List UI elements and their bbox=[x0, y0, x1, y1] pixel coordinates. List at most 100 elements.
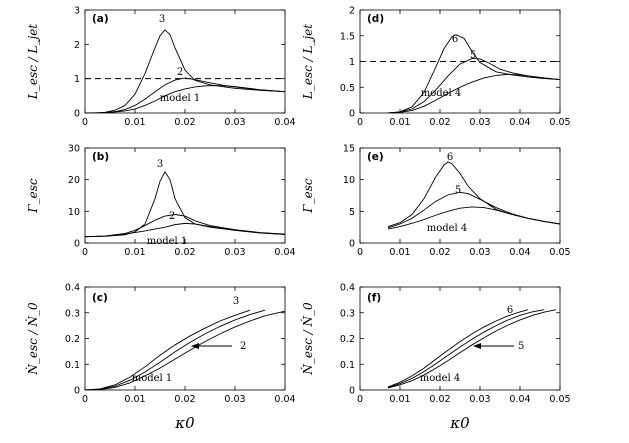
y-axis-label: L_esc / L_jet bbox=[26, 24, 40, 100]
axes-frame bbox=[84, 147, 286, 244]
curve-label-low: model 4 bbox=[421, 88, 462, 99]
x-tick-label: 0.01 bbox=[124, 394, 145, 405]
y-tick-label: 0 bbox=[74, 109, 80, 120]
x-tick-label: 0.04 bbox=[274, 247, 295, 258]
series-line-2 bbox=[85, 214, 285, 238]
y-tick-label: 0 bbox=[74, 386, 80, 397]
x-tick-label: 0.04 bbox=[274, 117, 295, 128]
y-tick-label: 1.5 bbox=[340, 31, 355, 42]
x-tick-label: 0 bbox=[357, 117, 363, 128]
series-line-2 bbox=[85, 309, 266, 390]
y-tick-label: 0 bbox=[349, 386, 355, 397]
x-tick-label: 0 bbox=[357, 247, 363, 258]
x-tick-label: 0.05 bbox=[549, 117, 570, 128]
y-tick-label: 0.3 bbox=[340, 308, 355, 319]
curve-label-low: model 1 bbox=[147, 236, 188, 247]
y-tick-label: 0 bbox=[349, 109, 355, 120]
x-axis-label: κ0 bbox=[174, 414, 195, 432]
series-line-6 bbox=[387, 34, 560, 113]
x-tick-label: 0 bbox=[357, 394, 363, 405]
x-tick-label: 0.03 bbox=[469, 247, 490, 258]
y-axis-label: Ṅ_esc / Ṅ_0 bbox=[24, 302, 40, 376]
curve-label-top: 3 bbox=[159, 14, 165, 25]
series-line-model-4 bbox=[387, 73, 560, 113]
series-line-6 bbox=[387, 309, 529, 388]
y-tick-label: 0.2 bbox=[340, 334, 355, 345]
panel-b: 0 0.01 0.02 0.03 0.04 0 10 20 30 (b) 3 2 model 1 Γ_es… bbox=[26, 144, 296, 259]
y-tick-label: 3 bbox=[74, 6, 80, 17]
x-tick-label: 0 bbox=[82, 394, 88, 405]
x-tick-label: 0.05 bbox=[549, 247, 570, 258]
curve-label-top: 3 bbox=[157, 159, 163, 170]
panel-label: (b) bbox=[92, 151, 109, 163]
curve-label-mid: 2 bbox=[169, 211, 175, 222]
curve-label-low: model 1 bbox=[132, 373, 173, 384]
y-tick-label: 10 bbox=[343, 175, 355, 186]
x-tick-label: 0.04 bbox=[509, 394, 530, 405]
y-tick-label: 1 bbox=[74, 74, 80, 85]
panel-label: (e) bbox=[367, 151, 384, 163]
curve-label-top: 6 bbox=[507, 305, 513, 316]
y-tick-label: 2 bbox=[349, 6, 355, 17]
x-tick-label: 0 bbox=[82, 117, 88, 128]
y-tick-label: 15 bbox=[343, 144, 355, 155]
panel-label: (d) bbox=[367, 13, 384, 25]
x-tick-label: 0.03 bbox=[224, 117, 245, 128]
y-tick-label: 0.3 bbox=[65, 308, 80, 319]
y-tick-label: 0.1 bbox=[340, 360, 355, 371]
y-tick-label: 0 bbox=[74, 239, 80, 250]
x-tick-label: 0.02 bbox=[174, 394, 195, 405]
x-tick-label: 0.01 bbox=[124, 117, 145, 128]
x-tick-label: 0.03 bbox=[224, 247, 245, 258]
x-tick-label: 0.02 bbox=[174, 117, 195, 128]
series-line-model-1 bbox=[85, 310, 285, 390]
series-line-model-1 bbox=[85, 222, 285, 238]
y-tick-label: 0 bbox=[349, 239, 355, 250]
series-line-model-1 bbox=[85, 85, 285, 113]
curve-label-mid: 5 bbox=[518, 341, 524, 352]
y-tick-label: 30 bbox=[68, 144, 80, 155]
x-tick-label: 0.02 bbox=[174, 247, 195, 258]
y-tick-label: 2 bbox=[74, 40, 80, 51]
curve-label-low: model 4 bbox=[427, 223, 468, 234]
x-axis-label: κ0 bbox=[449, 414, 470, 432]
curve-label-mid: 2 bbox=[177, 67, 183, 78]
x-tick-label: 0.03 bbox=[469, 394, 490, 405]
x-tick-label: 0.05 bbox=[549, 394, 570, 405]
y-tick-label: 0.1 bbox=[65, 360, 80, 371]
series-line-3 bbox=[85, 170, 285, 238]
axes-frame bbox=[359, 147, 561, 244]
panel-a: 0 0.01 0.02 0.03 0.04 0 1 2 3 (a) 3 2 model 1 L_esc /… bbox=[26, 6, 296, 129]
curve-label-low: model 1 bbox=[160, 93, 201, 104]
y-tick-label: 0.5 bbox=[340, 83, 355, 94]
y-tick-label: 10 bbox=[68, 207, 80, 218]
y-axis-label: Γ_esc bbox=[301, 178, 315, 214]
y-axis-label: Ṅ_esc / Ṅ_0 bbox=[299, 302, 315, 376]
x-tick-label: 0.02 bbox=[429, 394, 450, 405]
series-line-model-4 bbox=[387, 206, 560, 230]
panel-c: 0 0.01 0.02 0.03 0.04 0 0.1 0.2 0.3 0.4 (c) 3 2 model… bbox=[24, 283, 296, 433]
y-tick-label: 5 bbox=[349, 207, 355, 218]
y-tick-label: 20 bbox=[68, 175, 80, 186]
series-line-3 bbox=[85, 309, 251, 390]
panel-label: (f) bbox=[367, 292, 381, 304]
x-tick-label: 0 bbox=[82, 247, 88, 258]
y-axis-label: Γ_esc bbox=[26, 178, 40, 214]
panel-label: (a) bbox=[92, 13, 109, 25]
y-tick-label: 1 bbox=[349, 57, 355, 68]
curve-label-top: 6 bbox=[452, 34, 458, 45]
x-tick-label: 0.01 bbox=[389, 247, 410, 258]
y-axis-label: L_esc / L_jet bbox=[301, 24, 315, 100]
curve-label-low: model 4 bbox=[420, 373, 461, 384]
panel-f: 0 0.01 0.02 0.03 0.04 0.05 0 0.1 0.2 0.3 0.4 (f) 6 5 m… bbox=[299, 283, 571, 433]
y-tick-label: 0.4 bbox=[65, 283, 80, 294]
curve-label-mid: 2 bbox=[240, 341, 246, 352]
panel-label: (c) bbox=[92, 292, 108, 304]
curve-label-mid: 5 bbox=[455, 185, 461, 196]
curve-label-mid: 5 bbox=[470, 50, 476, 61]
x-tick-label: 0.03 bbox=[224, 394, 245, 405]
x-tick-label: 0.04 bbox=[509, 117, 530, 128]
x-tick-label: 0.01 bbox=[389, 117, 410, 128]
x-tick-label: 0.01 bbox=[389, 394, 410, 405]
